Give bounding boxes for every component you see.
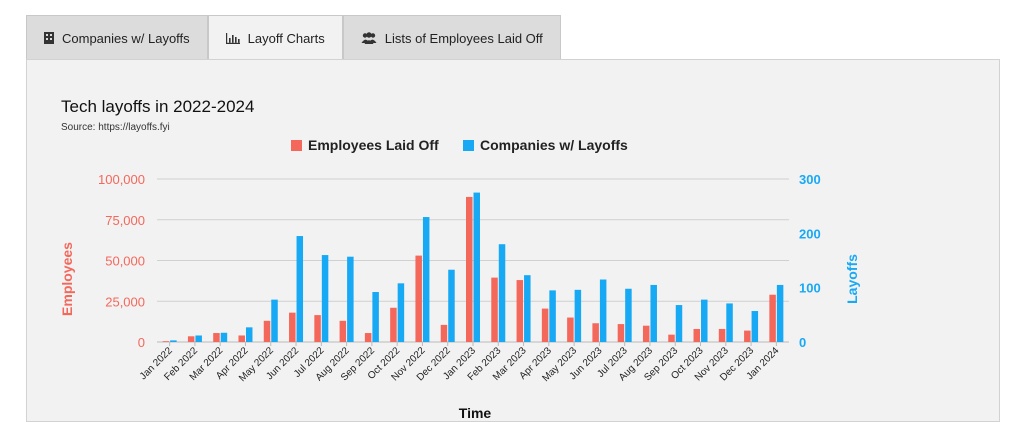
bar-companies-with-layoffs[interactable] xyxy=(473,192,481,342)
legend-label-employees[interactable]: Employees Laid Off xyxy=(308,137,439,153)
y-left-tick-label: 50,000 xyxy=(105,254,145,269)
bar-companies-with-layoffs[interactable] xyxy=(524,275,531,342)
chart-tabs: Companies w/ Layoffs Layoff Charts Lists… xyxy=(26,15,561,60)
bar-companies-with-layoffs[interactable] xyxy=(271,299,278,342)
bar-employees-laid-off[interactable] xyxy=(541,308,549,342)
y-left-tick-label: 25,000 xyxy=(105,294,145,309)
y-axis-label-right: Layoffs xyxy=(844,254,860,304)
y-right-tick-label: 100 xyxy=(799,281,821,296)
bar-companies-with-layoffs[interactable] xyxy=(549,290,556,342)
bar-companies-with-layoffs[interactable] xyxy=(170,340,177,342)
bar-companies-with-layoffs[interactable] xyxy=(448,269,455,342)
bar-employees-laid-off[interactable] xyxy=(466,196,473,342)
bar-employees-laid-off[interactable] xyxy=(390,307,397,342)
bar-employees-laid-off[interactable] xyxy=(769,294,776,342)
chart-title: Tech layoffs in 2022-2024 xyxy=(61,97,254,116)
bar-employees-laid-off[interactable] xyxy=(213,333,220,342)
bar-companies-with-layoffs[interactable] xyxy=(625,288,632,342)
bar-employees-laid-off[interactable] xyxy=(718,328,726,342)
bar-employees-laid-off[interactable] xyxy=(314,315,321,342)
bar-companies-with-layoffs[interactable] xyxy=(701,299,708,342)
bar-companies-with-layoffs[interactable] xyxy=(726,303,733,342)
y-right-tick-label: 300 xyxy=(799,172,821,187)
bar-employees-laid-off[interactable] xyxy=(440,324,448,342)
bar-companies-with-layoffs[interactable] xyxy=(751,311,759,342)
bar-employees-laid-off[interactable] xyxy=(668,334,675,342)
tab-layoff-charts[interactable]: Layoff Charts xyxy=(207,15,343,60)
bar-companies-with-layoffs[interactable] xyxy=(397,283,405,342)
bar-employees-laid-off[interactable] xyxy=(693,328,701,342)
bar-employees-laid-off[interactable] xyxy=(642,325,650,342)
bar-companies-with-layoffs[interactable] xyxy=(372,292,379,342)
tab-label: Lists of Employees Laid Off xyxy=(384,30,543,46)
y-axis-label-left: Employees xyxy=(59,242,75,316)
bar-companies-with-layoffs[interactable] xyxy=(675,305,683,342)
bar-employees-laid-off[interactable] xyxy=(744,330,751,342)
building-icon xyxy=(44,32,54,44)
bar-employees-laid-off[interactable] xyxy=(516,280,524,342)
bar-employees-laid-off[interactable] xyxy=(339,320,347,342)
legend-swatch-employees xyxy=(291,140,302,151)
bar-employees-laid-off[interactable] xyxy=(592,323,599,342)
bar-companies-with-layoffs[interactable] xyxy=(498,244,506,342)
bar-employees-laid-off[interactable] xyxy=(567,317,574,342)
bar-employees-laid-off[interactable] xyxy=(617,324,625,342)
bar-companies-with-layoffs[interactable] xyxy=(321,255,329,342)
legend-label-companies[interactable]: Companies w/ Layoffs xyxy=(480,137,628,153)
layoff-chart: Tech layoffs in 2022-2024 Source: https:… xyxy=(59,97,860,421)
tab-label: Companies w/ Layoffs xyxy=(62,30,190,46)
y-right-tick-label: 0 xyxy=(799,335,806,350)
bar-companies-with-layoffs[interactable] xyxy=(422,217,430,342)
bar-employees-laid-off[interactable] xyxy=(289,312,296,342)
bar-companies-with-layoffs[interactable] xyxy=(650,284,657,342)
bar-companies-with-layoffs[interactable] xyxy=(347,256,354,342)
bar-companies-with-layoffs[interactable] xyxy=(195,335,202,342)
chart-bars xyxy=(162,192,784,342)
bar-companies-with-layoffs[interactable] xyxy=(296,236,304,342)
bar-employees-laid-off[interactable] xyxy=(491,277,498,342)
bar-employees-laid-off[interactable] xyxy=(415,255,422,342)
bar-companies-with-layoffs[interactable] xyxy=(220,332,228,342)
bar-companies-with-layoffs[interactable] xyxy=(574,289,582,342)
chart-panel: Tech layoffs in 2022-2024 Source: https:… xyxy=(26,59,1000,422)
chart-gridlines xyxy=(157,178,789,343)
tab-lists-of-employees[interactable]: Lists of Employees Laid Off xyxy=(342,15,561,60)
bar-employees-laid-off[interactable] xyxy=(187,336,195,342)
y-left-tick-label: 0 xyxy=(138,335,145,350)
y-left-tick-label: 100,000 xyxy=(98,172,145,187)
bar-employees-laid-off[interactable] xyxy=(263,320,271,342)
tab-companies-with-layoffs[interactable]: Companies w/ Layoffs xyxy=(26,15,208,60)
chart-legend: Employees Laid Off Companies w/ Layoffs xyxy=(291,137,628,153)
bar-employees-laid-off[interactable] xyxy=(364,333,372,342)
legend-swatch-companies xyxy=(463,140,474,151)
bar-companies-with-layoffs[interactable] xyxy=(776,284,784,342)
chart-axes: 025,00050,00075,000100,0000100200300Jan … xyxy=(98,172,821,384)
y-right-tick-label: 200 xyxy=(799,226,821,241)
bar-employees-laid-off[interactable] xyxy=(238,335,245,342)
users-icon xyxy=(361,32,377,44)
y-left-tick-label: 75,000 xyxy=(105,213,145,228)
bar-employees-laid-off[interactable] xyxy=(162,341,170,342)
tab-label: Layoff Charts xyxy=(247,30,325,46)
bar-companies-with-layoffs[interactable] xyxy=(245,327,253,342)
bar-chart-icon xyxy=(225,32,240,44)
chart-subtitle: Source: https://layoffs.fyi xyxy=(61,122,170,133)
x-axis-label: Time xyxy=(459,405,492,421)
bar-companies-with-layoffs[interactable] xyxy=(599,279,607,342)
